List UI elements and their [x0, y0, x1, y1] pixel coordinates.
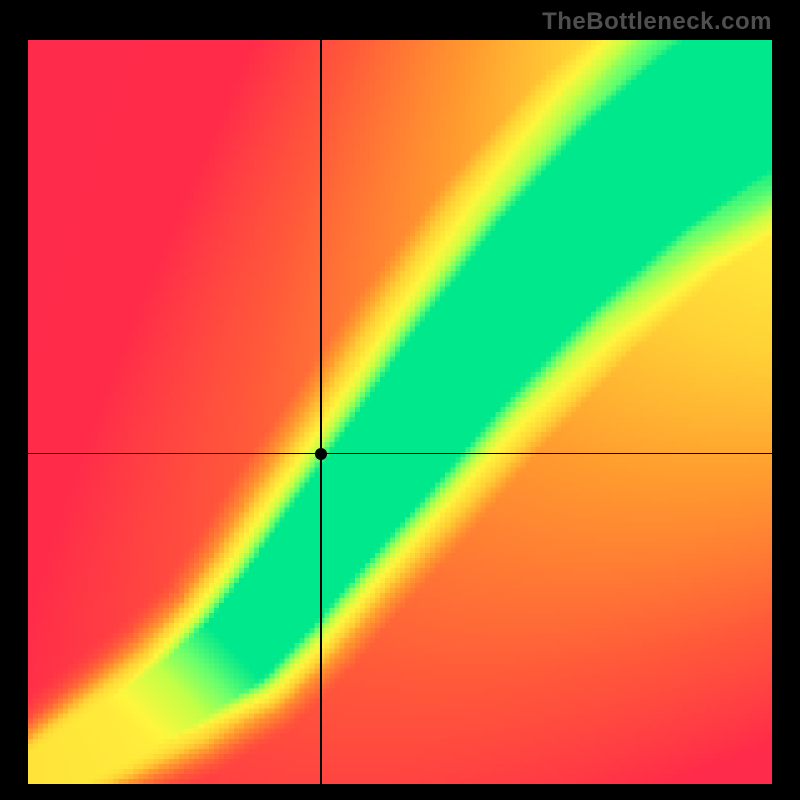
heatmap-canvas — [28, 40, 772, 784]
page-root: TheBottleneck.com — [0, 0, 800, 800]
watermark-text: TheBottleneck.com — [542, 8, 772, 36]
heatmap-plot — [28, 40, 772, 784]
